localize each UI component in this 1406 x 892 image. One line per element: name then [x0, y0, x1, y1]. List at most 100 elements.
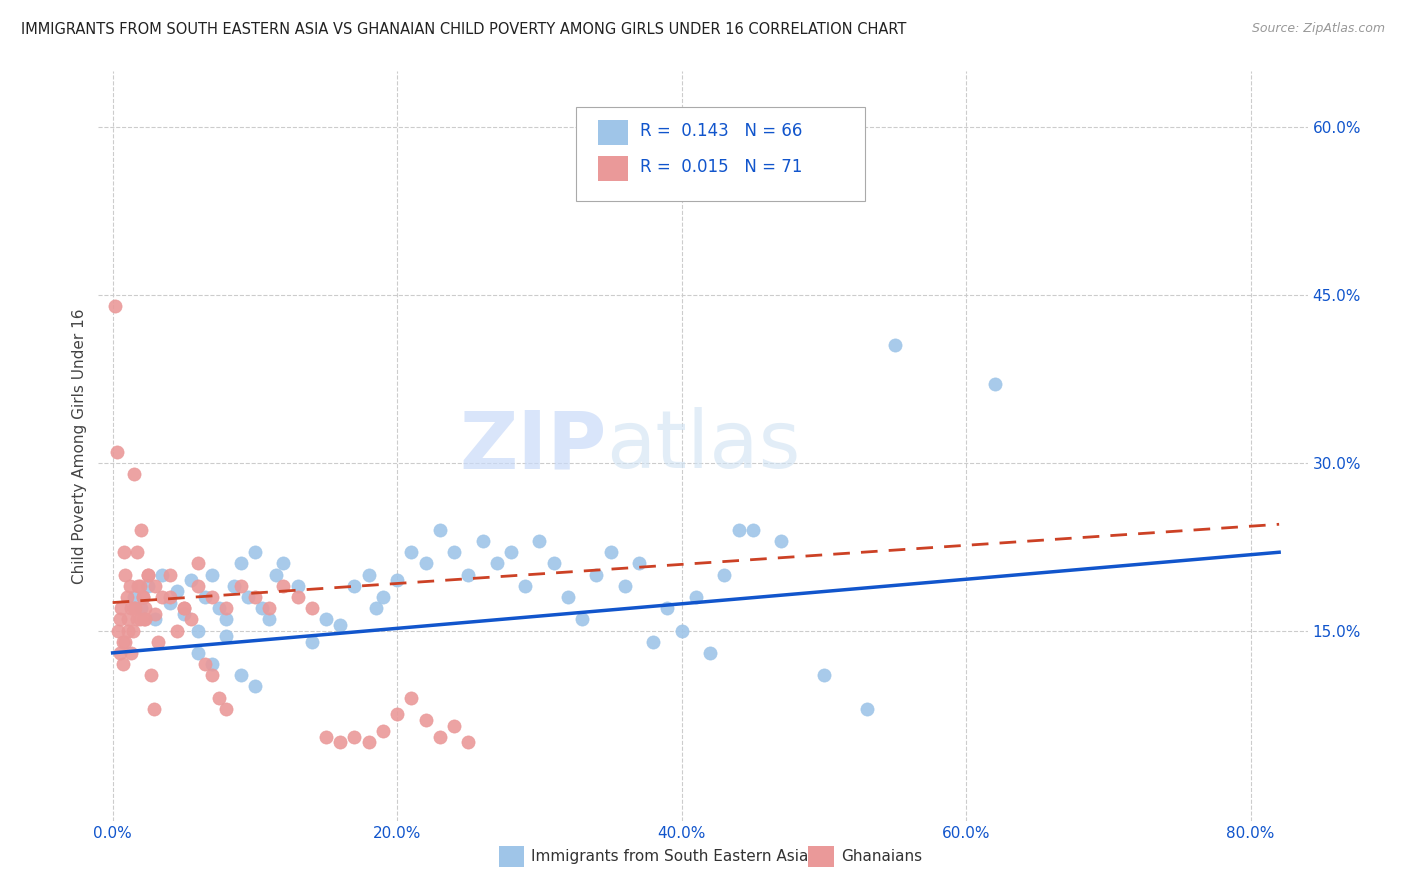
Point: [529, 534, 551, 549]
Point: [257, 601, 280, 615]
Point: [429, 523, 451, 537]
Point: [643, 634, 665, 648]
Point: [215, 702, 238, 716]
Point: [471, 534, 494, 549]
Point: [142, 702, 165, 716]
Point: [120, 601, 142, 615]
Point: [134, 612, 156, 626]
Point: [187, 579, 209, 593]
Point: [627, 557, 650, 571]
Point: [222, 579, 245, 593]
Point: [357, 735, 380, 749]
Point: [125, 545, 148, 559]
Point: [143, 612, 166, 626]
Point: [273, 579, 295, 593]
Point: [685, 590, 707, 604]
Point: [315, 612, 337, 626]
Point: [201, 657, 224, 671]
Point: [125, 612, 148, 626]
Point: [599, 545, 621, 559]
Point: [111, 657, 134, 671]
Point: [128, 612, 150, 626]
Point: [499, 545, 522, 559]
Point: [713, 567, 735, 582]
Point: [121, 624, 143, 638]
Point: [243, 590, 266, 604]
Point: [884, 338, 907, 352]
Point: [194, 590, 217, 604]
Point: [194, 657, 217, 671]
Point: [114, 567, 136, 582]
Point: [515, 579, 537, 593]
Point: [457, 567, 479, 582]
Point: [180, 573, 202, 587]
Y-axis label: Child Poverty Among Girls Under 16: Child Poverty Among Girls Under 16: [72, 309, 87, 583]
Point: [243, 680, 266, 694]
Point: [187, 624, 209, 638]
Point: [250, 601, 273, 615]
Point: [257, 612, 280, 626]
Text: IMMIGRANTS FROM SOUTH EASTERN ASIA VS GHANAIAN CHILD POVERTY AMONG GIRLS UNDER 1: IMMIGRANTS FROM SOUTH EASTERN ASIA VS GH…: [21, 22, 907, 37]
Point: [855, 702, 877, 716]
Point: [741, 523, 763, 537]
Point: [146, 634, 169, 648]
Point: [122, 467, 145, 481]
Point: [215, 612, 238, 626]
Point: [343, 730, 366, 744]
Point: [111, 634, 134, 648]
Point: [152, 567, 174, 582]
Point: [343, 579, 366, 593]
Point: [443, 718, 465, 732]
Point: [115, 590, 138, 604]
Point: [371, 724, 394, 739]
Point: [143, 579, 166, 593]
Point: [273, 557, 295, 571]
Text: R =  0.015   N = 71: R = 0.015 N = 71: [640, 158, 801, 176]
Text: Immigrants from South Eastern Asia: Immigrants from South Eastern Asia: [531, 849, 808, 863]
Point: [215, 601, 238, 615]
Point: [236, 590, 259, 604]
Point: [429, 730, 451, 744]
Text: ZIP: ZIP: [458, 407, 606, 485]
Point: [208, 601, 231, 615]
Point: [128, 579, 150, 593]
Point: [117, 612, 139, 626]
Point: [131, 590, 153, 604]
Point: [136, 579, 159, 593]
Point: [173, 601, 195, 615]
Point: [132, 612, 155, 626]
Point: [134, 601, 156, 615]
Point: [201, 590, 224, 604]
Point: [727, 523, 749, 537]
Point: [152, 590, 174, 604]
Point: [122, 590, 145, 604]
Point: [108, 646, 131, 660]
Point: [131, 590, 153, 604]
Point: [136, 567, 159, 582]
Point: [657, 601, 679, 615]
Point: [329, 618, 352, 632]
Point: [415, 713, 437, 727]
Point: [110, 601, 132, 615]
Point: [329, 735, 352, 749]
Point: [770, 534, 793, 549]
Point: [229, 579, 252, 593]
Point: [187, 646, 209, 660]
Point: [117, 624, 139, 638]
Point: [166, 584, 188, 599]
Point: [159, 590, 181, 604]
Point: [287, 590, 309, 604]
Point: [107, 624, 129, 638]
Text: atlas: atlas: [606, 407, 800, 485]
Point: [112, 545, 135, 559]
Point: [129, 523, 152, 537]
Point: [671, 624, 693, 638]
Point: [571, 612, 593, 626]
Point: [118, 579, 141, 593]
Point: [385, 707, 408, 722]
Point: [264, 567, 287, 582]
Point: [401, 690, 423, 705]
Point: [201, 668, 224, 682]
Point: [401, 545, 423, 559]
Point: [243, 545, 266, 559]
